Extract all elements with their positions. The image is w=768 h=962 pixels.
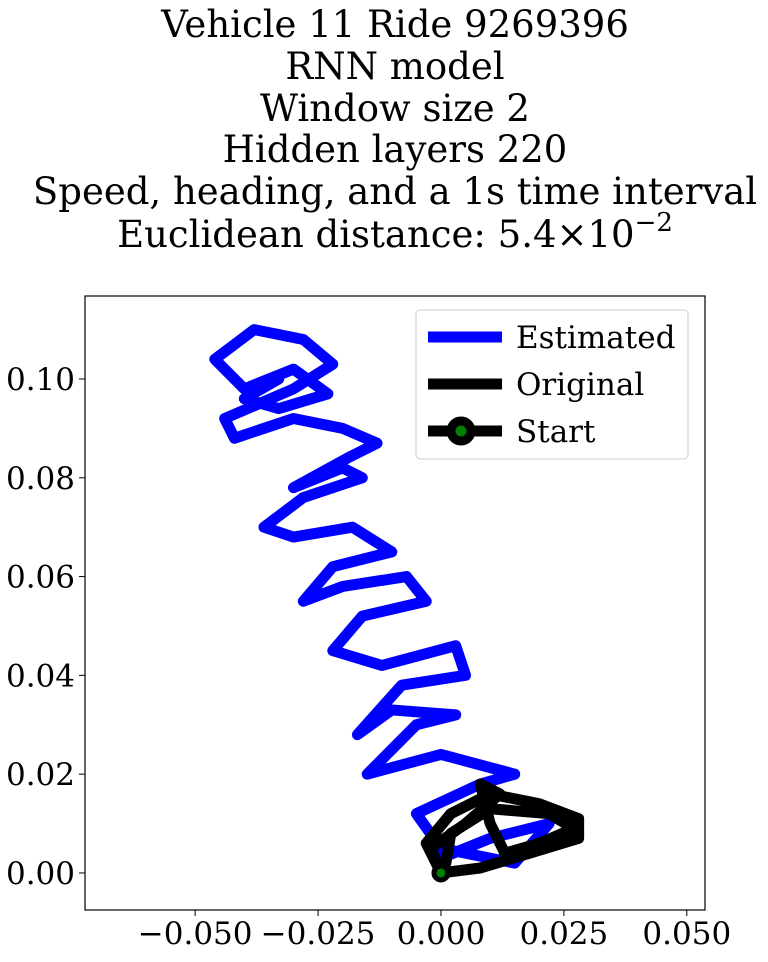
title-text: Euclidean distance: 5.4×10 — [117, 213, 635, 256]
y-tick-label: 0.04 — [6, 658, 75, 694]
legend-label: Estimated — [516, 320, 675, 356]
chart-title: Speed, heading, and a 1s time interval — [33, 170, 757, 213]
chart-title: Vehicle 11 Ride 9269396 — [160, 3, 629, 46]
title-exponent: −2 — [635, 208, 673, 238]
y-tick-label: 0.10 — [6, 362, 75, 398]
y-tick-label: 0.06 — [6, 560, 75, 596]
y-tick-label: 0.08 — [6, 461, 75, 497]
legend-box — [415, 309, 689, 460]
x-tick-label: −0.025 — [261, 916, 376, 952]
legend-label: Original — [516, 367, 644, 403]
chart-title: Window size 2 — [260, 87, 530, 130]
y-tick-label: 0.02 — [6, 757, 75, 793]
chart-title: Euclidean distance: 5.4×10−2 — [117, 208, 673, 256]
trajectory-line — [420, 778, 585, 879]
trajectory-line — [209, 324, 555, 869]
x-tick-label: 0.025 — [520, 916, 609, 952]
x-tick-label: −0.050 — [138, 916, 253, 952]
legend-label: Start — [516, 414, 596, 450]
axes-frame — [84, 295, 706, 911]
x-tick-label: 0.000 — [397, 916, 486, 952]
y-tick-label: 0.00 — [6, 856, 75, 892]
chart-title: RNN model — [285, 45, 504, 88]
legend-marker — [446, 416, 476, 446]
x-tick-label: 0.050 — [642, 916, 731, 952]
chart-title: Hidden layers 220 — [223, 128, 568, 171]
start-marker — [431, 863, 451, 883]
